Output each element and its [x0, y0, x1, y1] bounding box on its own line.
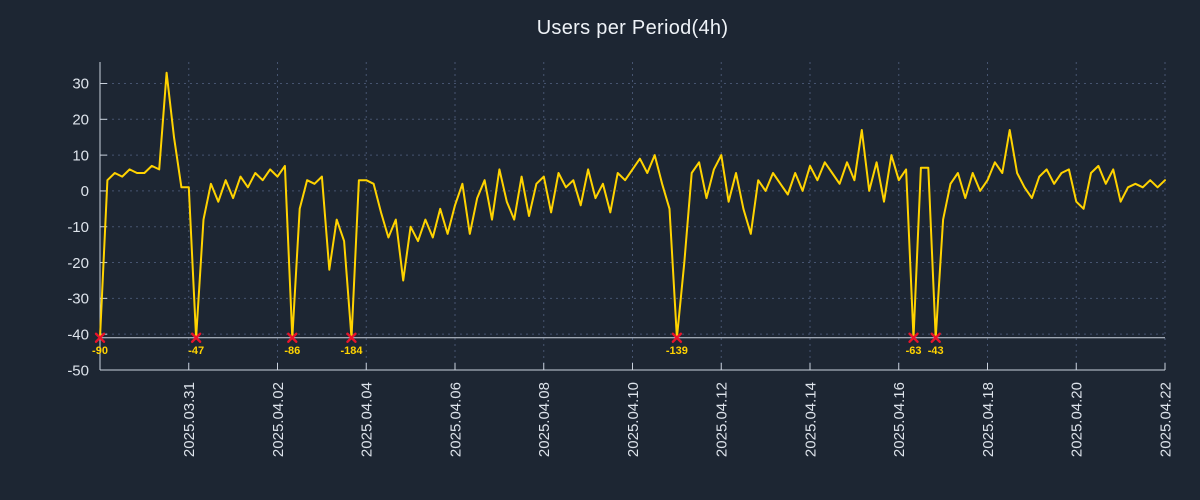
svg-text:20: 20: [72, 112, 89, 129]
svg-text:2025.03.31: 2025.03.31: [181, 382, 198, 457]
clip-value-label: -139: [666, 345, 688, 357]
svg-text:-20: -20: [67, 255, 89, 272]
svg-text:-50: -50: [67, 362, 89, 379]
clip-value-label: -90: [92, 345, 108, 357]
svg-text:2025.04.06: 2025.04.06: [447, 382, 464, 457]
svg-text:2025.04.14: 2025.04.14: [802, 382, 819, 457]
clip-marker-icon: [190, 332, 202, 343]
svg-text:30: 30: [72, 76, 89, 93]
y-axis-labels: 30 20 10 0 -10 -20 -30 -40 -50: [67, 76, 89, 380]
svg-text:0: 0: [81, 183, 89, 200]
clip-marker-icon: [671, 332, 683, 343]
clip-value-labels: -90 -47 -86 -184 -139 -63 -43: [92, 345, 944, 357]
clip-value-label: -43: [928, 345, 944, 357]
svg-text:2025.04.10: 2025.04.10: [625, 382, 642, 457]
clip-marker-icon: [346, 332, 357, 343]
svg-text:2025.04.02: 2025.04.02: [270, 382, 287, 457]
grid-lines: [100, 62, 1166, 370]
svg-text:-30: -30: [67, 291, 89, 308]
clip-marker-icon: [287, 332, 298, 343]
svg-text:2025.04.08: 2025.04.08: [536, 382, 553, 457]
svg-text:2025.04.20: 2025.04.20: [1069, 382, 1086, 457]
clip-value-label: -86: [284, 345, 300, 357]
x-axis-labels: 2025.03.31 2025.04.02 2025.04.04 2025.04.06…: [181, 382, 1174, 457]
chart-title: Users per Period(4h): [536, 17, 729, 39]
svg-text:2025.04.04: 2025.04.04: [359, 382, 376, 457]
series-line: [99, 71, 1166, 339]
clip-marker-icon: [930, 332, 941, 343]
svg-text:2025.04.22: 2025.04.22: [1157, 382, 1174, 457]
clip-marker-icon: [94, 332, 106, 343]
svg-text:-40: -40: [67, 326, 89, 343]
clip-value-label: -63: [906, 345, 922, 357]
svg-text:-10: -10: [67, 219, 89, 236]
clip-markers: [94, 332, 941, 343]
svg-text:10: 10: [72, 147, 89, 164]
svg-text:2025.04.16: 2025.04.16: [891, 382, 908, 457]
clip-marker-icon: [908, 332, 919, 343]
svg-text:2025.04.18: 2025.04.18: [980, 382, 997, 457]
clip-value-label: -47: [188, 345, 204, 357]
axes: [99, 62, 1166, 371]
clip-value-label: -184: [340, 345, 363, 357]
svg-text:2025.04.12: 2025.04.12: [714, 382, 731, 457]
